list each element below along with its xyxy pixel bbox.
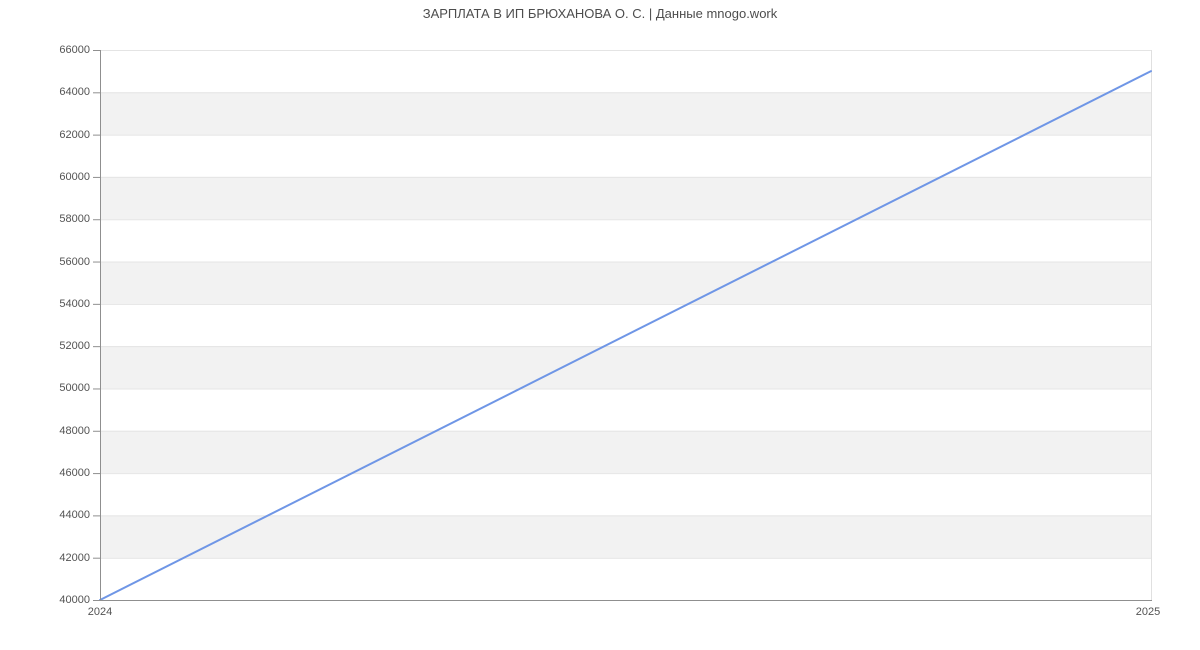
y-tick-label: 56000 (59, 255, 90, 268)
chart-title: ЗАРПЛАТА В ИП БРЮХАНОВА О. С. | Данные m… (422, 6, 778, 21)
y-tick-label: 44000 (59, 509, 90, 522)
y-tick-label: 64000 (59, 86, 90, 99)
x-tick-label: 2025 (1135, 606, 1161, 618)
y-tick-label: 46000 (59, 467, 90, 480)
background-band (100, 176, 1151, 220)
x-tick-label: 2024 (87, 606, 113, 618)
y-tick-label: 60000 (59, 170, 90, 183)
background-band (100, 515, 1151, 558)
y-tick-label: 48000 (59, 424, 90, 437)
background-band (100, 92, 1151, 135)
background-band (100, 430, 1151, 474)
y-tick-label: 58000 (59, 213, 90, 226)
salary-line (99, 70, 1152, 601)
y-tick-label: 42000 (59, 551, 90, 564)
y-tick-label: 62000 (59, 128, 90, 141)
y-tick-label: 52000 (59, 340, 90, 353)
y-tick-label: 40000 (59, 594, 90, 606)
plot-area (93, 50, 1152, 601)
y-tick-label: 50000 (59, 382, 90, 395)
y-tick-label: 66000 (59, 44, 90, 56)
background-band (100, 346, 1151, 389)
y-tick-label: 54000 (59, 297, 90, 310)
background-band (100, 261, 1151, 304)
